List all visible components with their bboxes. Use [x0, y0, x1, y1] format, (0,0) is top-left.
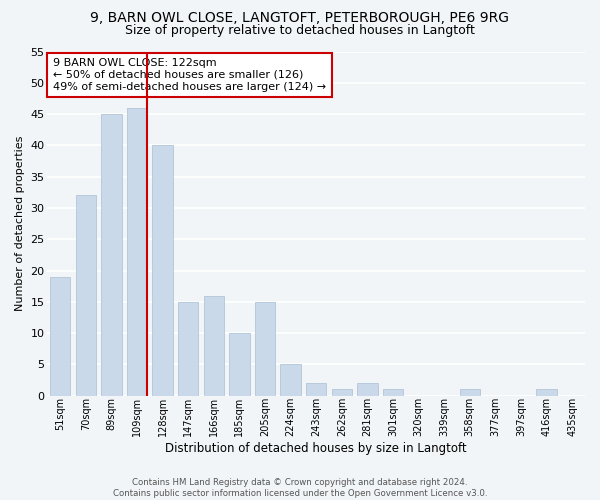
Bar	[255, 302, 275, 396]
Bar	[229, 333, 250, 396]
X-axis label: Distribution of detached houses by size in Langtoft: Distribution of detached houses by size …	[166, 442, 467, 455]
Bar	[460, 390, 480, 396]
Bar	[332, 390, 352, 396]
Bar	[127, 108, 147, 396]
Bar	[203, 296, 224, 396]
Bar	[50, 277, 70, 396]
Bar	[178, 302, 199, 396]
Text: Contains HM Land Registry data © Crown copyright and database right 2024.
Contai: Contains HM Land Registry data © Crown c…	[113, 478, 487, 498]
Bar	[383, 390, 403, 396]
Bar	[76, 196, 96, 396]
Bar	[280, 364, 301, 396]
Text: Size of property relative to detached houses in Langtoft: Size of property relative to detached ho…	[125, 24, 475, 37]
Bar	[536, 390, 557, 396]
Text: 9 BARN OWL CLOSE: 122sqm
← 50% of detached houses are smaller (126)
49% of semi-: 9 BARN OWL CLOSE: 122sqm ← 50% of detach…	[53, 58, 326, 92]
Text: 9, BARN OWL CLOSE, LANGTOFT, PETERBOROUGH, PE6 9RG: 9, BARN OWL CLOSE, LANGTOFT, PETERBOROUG…	[91, 11, 509, 25]
Y-axis label: Number of detached properties: Number of detached properties	[15, 136, 25, 312]
Bar	[152, 146, 173, 396]
Bar	[101, 114, 122, 396]
Bar	[306, 383, 326, 396]
Bar	[357, 383, 377, 396]
